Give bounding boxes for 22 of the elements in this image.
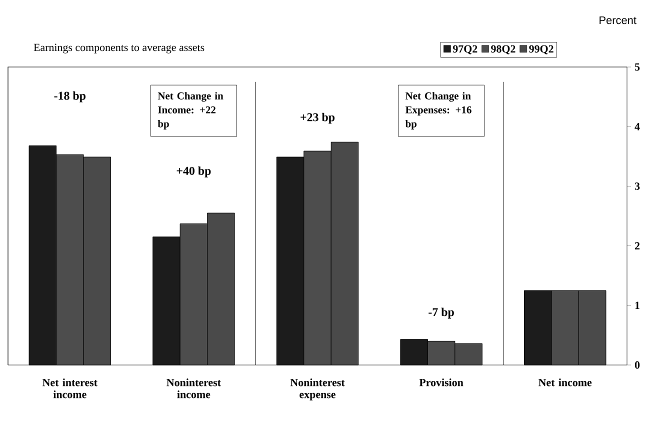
- legend-label: 98Q2: [491, 45, 516, 54]
- legend-label: 97Q2: [452, 45, 478, 54]
- chart-subtitle: Earnings components to average assets: [34, 44, 204, 54]
- y-tick-label: 5: [634, 63, 640, 71]
- x-tick-label: Noninterest income: [166, 378, 221, 398]
- annotation: +40 bp: [176, 166, 211, 178]
- y-tick-label: 0: [634, 361, 640, 369]
- x-tick-label: Provision: [419, 378, 464, 386]
- annotation: Net Change in Income: +22 bp: [158, 92, 224, 130]
- annotation: -7 bp: [428, 308, 454, 319]
- legend-label: 99Q2: [529, 45, 554, 54]
- annotation: +23 bp: [300, 112, 335, 124]
- annotation: Net Change in Expenses: +16 bp: [405, 92, 472, 130]
- annotation: -18 bp: [54, 91, 86, 102]
- y-tick-label: 4: [634, 123, 640, 130]
- y-tick-label: 2: [634, 242, 640, 250]
- y-tick-label: 1: [635, 302, 640, 310]
- x-tick-label: Net income: [538, 378, 592, 386]
- x-tick-label: Net interest income: [42, 378, 98, 398]
- x-tick-label: Noninterest expense: [290, 378, 345, 400]
- y-axis-title: Percent: [600, 16, 636, 24]
- y-tick-label: 3: [634, 182, 640, 190]
